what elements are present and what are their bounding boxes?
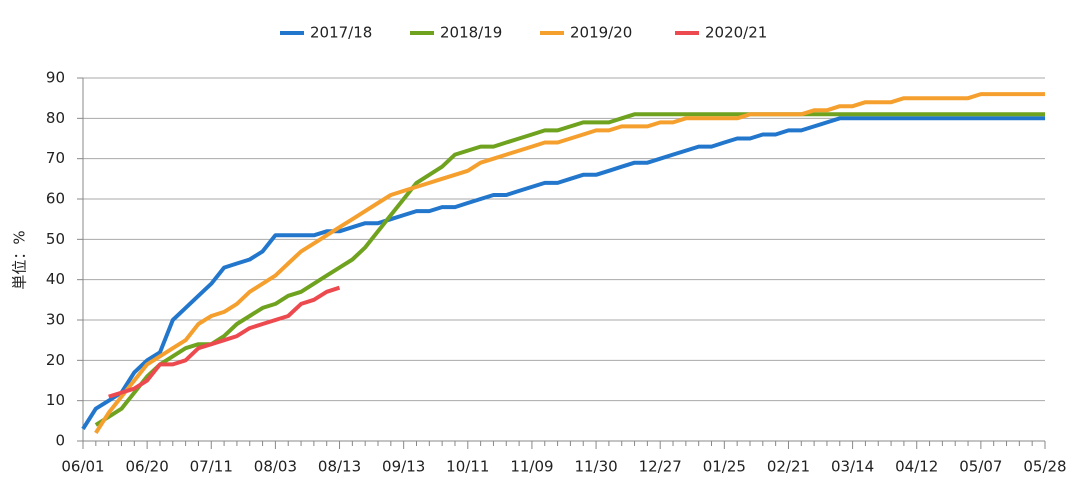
y-tick-label: 20: [46, 351, 65, 369]
x-tick-label: 02/21: [767, 458, 810, 476]
y-tick-label: 70: [46, 149, 65, 167]
series-line: [108, 285, 341, 399]
x-tick-label: 07/11: [190, 458, 233, 476]
y-tick-label: 50: [46, 230, 65, 248]
x-tick-label: 11/30: [574, 458, 617, 476]
series-line: [94, 92, 1045, 434]
y-tick-label: 60: [46, 190, 65, 208]
x-tick-label: 08/13: [318, 458, 361, 476]
y-tick-label: 90: [46, 69, 65, 87]
x-tick-label: 06/20: [126, 458, 169, 476]
x-tick-label: 08/03: [254, 458, 297, 476]
legend-label: 2018/19: [440, 24, 502, 42]
x-tick-label: 05/07: [959, 458, 1002, 476]
x-tick-label: 09/13: [382, 458, 425, 476]
x-tick-label: 04/12: [895, 458, 938, 476]
y-tick-label: 80: [46, 109, 65, 127]
legend-label: 2020/21: [705, 24, 767, 42]
x-tick-label: 12/27: [639, 458, 682, 476]
x-tick-label: 06/01: [61, 458, 104, 476]
legend-label: 2019/20: [570, 24, 632, 42]
x-tick-label: 05/28: [1023, 458, 1066, 476]
y-tick-label: 0: [55, 432, 65, 450]
y-tick-label: 10: [46, 391, 65, 409]
x-tick-label: 10/11: [446, 458, 489, 476]
legend-label: 2017/18: [310, 24, 372, 42]
x-tick-label: 03/14: [831, 458, 874, 476]
series-line: [81, 116, 1045, 430]
series-line: [94, 112, 1045, 427]
y-tick-label: 30: [46, 311, 65, 329]
x-tick-label: 11/09: [510, 458, 553, 476]
y-tick-label: 40: [46, 270, 65, 288]
y-axis-label: 単位：%: [11, 230, 29, 289]
x-tick-label: 01/25: [703, 458, 746, 476]
